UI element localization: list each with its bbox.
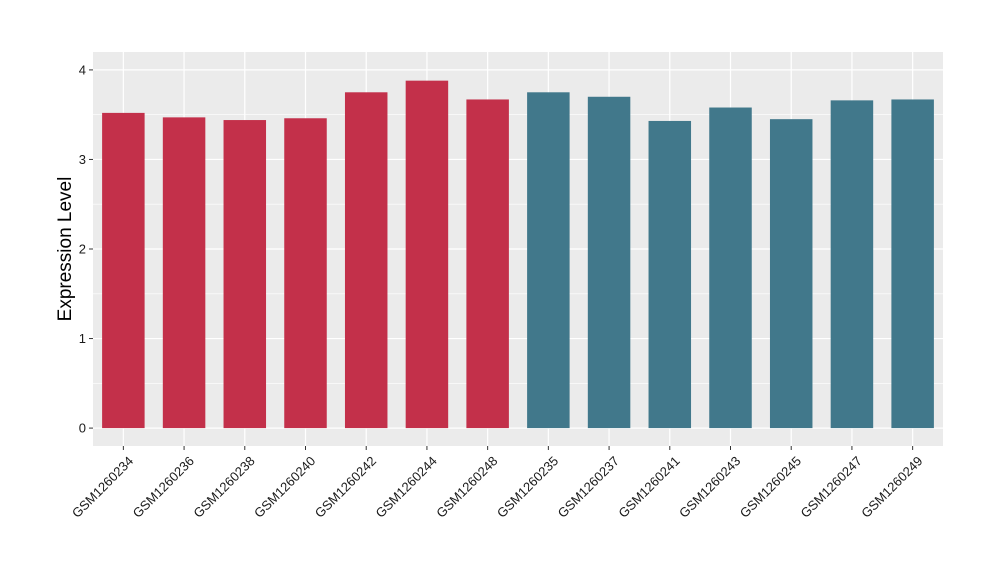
x-tick-label: GSM1260248: [433, 453, 500, 520]
x-tick-label: GSM1260247: [797, 453, 864, 520]
bar-gsm1260234: [102, 112, 145, 429]
y-tick-label: 0: [79, 421, 86, 436]
bar-gsm1260247: [830, 100, 874, 429]
y-tick-label: 3: [79, 152, 86, 167]
x-tick-label: GSM1260245: [737, 453, 804, 520]
y-axis-title: Expression Level: [55, 177, 76, 322]
bar-gsm1260249: [891, 99, 934, 429]
bar-gsm1260237: [587, 96, 631, 429]
bar-gsm1260243: [709, 107, 752, 429]
bar-gsm1260235: [527, 92, 570, 429]
y-axis: 0 1 2 3 4: [79, 62, 93, 436]
x-tick-label: GSM1260237: [555, 453, 622, 520]
bar-gsm1260238: [223, 120, 267, 429]
bar-gsm1260241: [648, 120, 692, 429]
x-tick-label: GSM1260249: [858, 453, 925, 520]
y-tick-label: 4: [79, 62, 86, 77]
bar-gsm1260245: [769, 119, 813, 429]
x-tick-label: GSM1260244: [372, 453, 439, 520]
x-tick-label: GSM1260235: [494, 453, 561, 520]
x-tick-label: GSM1260234: [69, 453, 136, 520]
bar-gsm1260242: [344, 92, 388, 429]
bar-gsm1260248: [466, 99, 509, 429]
x-tick-label: GSM1260236: [130, 453, 197, 520]
x-axis: GSM1260234GSM1260236GSM1260238GSM1260240…: [69, 446, 926, 521]
x-tick-label: GSM1260242: [312, 453, 379, 520]
x-tick-label: GSM1260241: [615, 453, 682, 520]
x-tick-label: GSM1260238: [190, 453, 257, 520]
x-tick-label: GSM1260243: [676, 453, 743, 520]
bar-gsm1260244: [405, 80, 449, 429]
bars: [102, 80, 934, 429]
x-tick-label: GSM1260240: [251, 453, 318, 520]
y-tick-label: 2: [79, 242, 86, 257]
y-tick-label: 1: [79, 331, 86, 346]
bar-gsm1260236: [162, 117, 206, 429]
bar-gsm1260240: [284, 118, 327, 429]
